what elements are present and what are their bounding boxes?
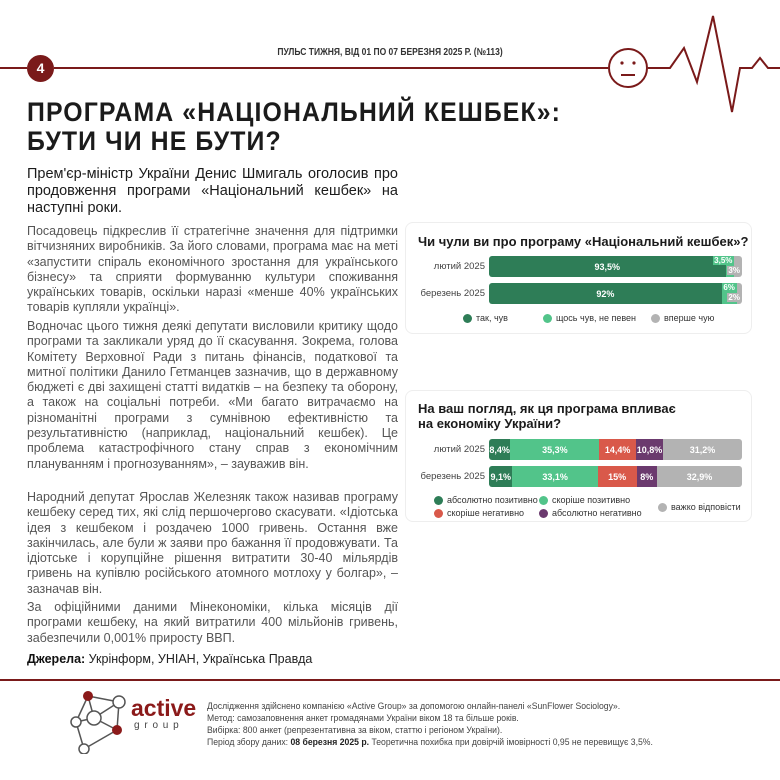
paragraph: Народний депутат Ярослав Железняк також … — [27, 490, 398, 596]
legend-label: скоріше негативно — [447, 508, 525, 518]
row-label: лютий 2025 — [433, 261, 485, 272]
bar-segment: 14,4% — [599, 439, 636, 460]
data-label: 92% — [596, 288, 615, 299]
paragraph: Посадовець підкреслив її стратегічне зна… — [27, 224, 398, 315]
paragraph: Водночас цього тижня деякі депутати висл… — [27, 319, 398, 471]
bar-segment: 10,8% — [635, 439, 664, 460]
chart-row: березень 2025 9,1% 33,1% 15% 8% 32,9% — [406, 466, 753, 487]
legend-item: важко відповісти — [658, 502, 741, 512]
legend-item: щось чув, не певен — [543, 313, 636, 323]
bar-segment: 15% — [597, 466, 637, 487]
bar-segment: 3% — [727, 256, 742, 277]
chart-row: лютий 2025 93,5% 3,5% 3% — [406, 256, 753, 277]
data-label: 8% — [640, 471, 654, 482]
data-label: 33,1% — [542, 471, 568, 482]
data-label: 8,4% — [489, 444, 510, 455]
legend-label: скоріше позитивно — [552, 495, 631, 505]
logo-subtext: g r o u p — [134, 720, 180, 731]
row-label: лютий 2025 — [433, 444, 485, 455]
bar-segment: 32,9% — [657, 466, 742, 487]
legend-item: абсолютно позитивно — [434, 495, 538, 505]
legend-item: так, чув — [463, 313, 508, 323]
legend-dot-icon — [543, 313, 552, 323]
title-line: БУТИ ЧИ НЕ БУТИ? — [27, 126, 282, 156]
legend-label: вперше чую — [664, 313, 715, 323]
footer-line: Дослідження здійснено компанією «Active … — [207, 701, 621, 711]
legend-item: скоріше негативно — [434, 508, 524, 518]
sources: Джерела: Укрінформ, УНІАН, Українська Пр… — [27, 652, 312, 666]
legend-dot-icon — [651, 313, 660, 323]
stacked-bar: 9,1% 33,1% 15% 8% 32,9% — [489, 466, 742, 487]
data-label: 9,1% — [490, 471, 511, 482]
row-label: березень 2025 — [420, 288, 485, 299]
footer-divider — [0, 679, 780, 681]
error-margin: Теоретична похибка при довірчій імовірно… — [369, 737, 653, 747]
footer-line: Метод: самозаповнення анкет громадянами … — [207, 713, 519, 723]
legend-label: важко відповісти — [671, 502, 741, 512]
bar-segment: 8% — [636, 466, 658, 487]
header-pulse-line — [0, 15, 780, 113]
chart-title: На ваш погляд, як ця програма впливає на… — [418, 401, 676, 431]
bar-segment: 35,3% — [510, 439, 600, 460]
legend-label: абсолютно позитивно — [447, 495, 538, 505]
legend-dot-icon — [434, 495, 443, 505]
legend-dot-icon — [539, 495, 548, 505]
bar-segment: 8,4% — [489, 439, 511, 460]
data-label: 2% — [727, 293, 741, 302]
paragraph: За офіційними даними Мінекономіки, кільк… — [27, 600, 398, 645]
data-label: 10,8% — [636, 444, 663, 455]
legend-dot-icon — [658, 502, 667, 512]
chart-title: Чи чули ви про програму «Національний ке… — [418, 234, 749, 249]
chart-awareness: Чи чули ви про програму «Національний ке… — [405, 222, 752, 334]
legend-dot-icon — [434, 508, 443, 518]
bar-segment: 9,1% — [489, 466, 513, 487]
row-label: березень 2025 — [420, 471, 485, 482]
period-date: 08 березня 2025 р. — [290, 737, 370, 747]
data-label: 15% — [608, 471, 627, 482]
bar-segment: 92% — [489, 283, 722, 304]
legend-dot-icon — [539, 508, 548, 518]
legend-label: абсолютно негативно — [552, 508, 642, 518]
data-label: 3,5% — [713, 256, 734, 265]
title-line: ПРОГРАМА «НАЦІОНАЛЬНИЙ КЕШБЕК»: — [27, 97, 562, 127]
neutral-face-icon — [608, 48, 648, 88]
data-label: 93,5% — [594, 261, 621, 272]
legend-item: абсолютно негативно — [539, 508, 642, 518]
legend-dot-icon — [463, 313, 472, 323]
bar-segment: 31,2% — [663, 439, 742, 460]
footer-line: Вибірка: 800 анкет (репрезентативна за в… — [207, 725, 503, 735]
data-label: 35,3% — [542, 444, 568, 455]
stacked-bar: 8,4% 35,3% 14,4% 10,8% 31,2% — [489, 439, 742, 460]
article-title: ПРОГРАМА «НАЦІОНАЛЬНИЙ КЕШБЕК»: БУТИ ЧИ … — [27, 98, 561, 156]
data-label: 14,4% — [604, 444, 631, 455]
logo-text: active — [131, 695, 197, 721]
bar-segment: 93,5% — [489, 256, 726, 277]
article-lead: Прем'єр-міністр України Денис Шмигаль ог… — [27, 166, 398, 216]
chart-row: лютий 2025 8,4% 35,3% 14,4% 10,8% 31,2% — [406, 439, 753, 460]
data-label: 3% — [727, 266, 741, 275]
issue-title: ПУЛЬС ТИЖНЯ, ВІД 01 ПО 07 БЕРЕЗНЯ 2025 Р… — [277, 47, 503, 58]
active-group-logo-icon — [70, 691, 126, 754]
sources-label: Джерела: — [27, 652, 86, 666]
data-label: 6% — [722, 283, 736, 292]
chart-row: березень 2025 92% 6% 2% — [406, 283, 753, 304]
legend-label: так, чув — [476, 313, 508, 323]
legend-label: щось чув, не певен — [556, 313, 636, 323]
stacked-bar: 93,5% 3,5% 3% — [489, 256, 742, 277]
page-number: 4 — [27, 55, 54, 82]
bar-segment: 33,1% — [512, 466, 598, 487]
bar-segment: 2% — [727, 283, 742, 304]
period-label: Період збору даних: — [207, 737, 291, 747]
legend-item: скоріше позитивно — [539, 495, 630, 505]
legend-item: вперше чую — [651, 313, 714, 323]
footer-line: Період збору даних: 08 березня 2025 р. Т… — [207, 736, 653, 748]
data-label: 31,2% — [689, 444, 716, 455]
sources-list: Укрінформ, УНІАН, Українська Правда — [85, 652, 313, 666]
stacked-bar: 92% 6% 2% — [489, 283, 742, 304]
chart-economic-impact: На ваш погляд, як ця програма впливає на… — [405, 390, 752, 522]
data-label: 32,9% — [686, 471, 713, 482]
